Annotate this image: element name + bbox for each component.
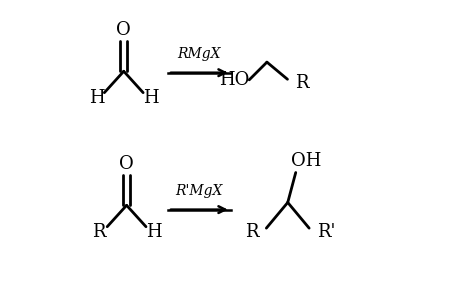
Text: O: O <box>117 21 131 39</box>
Text: R: R <box>295 74 308 92</box>
Text: R': R' <box>316 223 335 240</box>
Text: OH: OH <box>292 151 322 170</box>
Text: R: R <box>92 223 106 241</box>
Text: H: H <box>146 223 162 241</box>
Text: RMgX: RMgX <box>178 47 221 61</box>
Text: H: H <box>89 89 104 107</box>
Text: R'MgX: R'MgX <box>176 184 223 198</box>
Text: R: R <box>245 223 259 240</box>
Text: O: O <box>119 155 134 173</box>
Text: H: H <box>143 89 159 107</box>
Text: HO: HO <box>219 71 249 89</box>
